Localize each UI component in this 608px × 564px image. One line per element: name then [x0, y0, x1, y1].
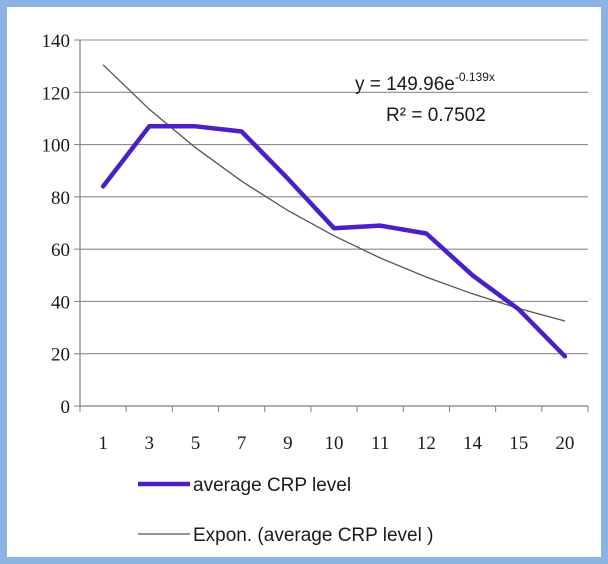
axes — [74, 39, 589, 412]
y-tick-label-100: 100 — [42, 136, 71, 157]
trendline-r-squared: R² = 0.7502 — [386, 105, 486, 126]
trendline-expon — [102, 64, 566, 322]
x-tick-label-10: 10 — [325, 433, 344, 454]
legend-label-average-crp: average CRP level — [193, 475, 351, 496]
y-tick-label-80: 80 — [51, 188, 70, 209]
y-tick-label-60: 60 — [51, 240, 70, 261]
x-tick-label-11: 11 — [371, 433, 389, 454]
y-tick-label-120: 120 — [42, 83, 71, 104]
x-tick-label-12: 12 — [417, 433, 436, 454]
legend-label-expon-trendline: Expon. (average CRP level ) — [193, 525, 433, 546]
y-tick-label-0: 0 — [61, 397, 71, 418]
y-axis-tick-labels: 0 20 40 60 80 100 120 140 — [42, 31, 71, 418]
x-tick-label-14: 14 — [463, 433, 483, 454]
x-tick-label-3: 3 — [145, 433, 155, 454]
x-tick-label-20: 20 — [555, 433, 574, 454]
y-tick-label-140: 140 — [42, 31, 71, 52]
x-tick-label-1: 1 — [98, 433, 108, 454]
trendline-equation: y = 149.96e-0.139x — [355, 70, 495, 95]
x-tick-label-9: 9 — [283, 433, 293, 454]
x-tick-label-5: 5 — [191, 433, 201, 454]
series-lines — [100, 64, 568, 359]
gridlines — [80, 39, 588, 355]
x-tick-label-7: 7 — [237, 433, 247, 454]
x-tick-label-15: 15 — [509, 433, 528, 454]
chart-area-background — [7, 7, 601, 557]
y-tick-label-20: 20 — [51, 345, 70, 366]
y-tick-label-40: 40 — [51, 292, 70, 313]
x-axis-tick-labels: 1 3 5 7 9 10 11 12 14 15 20 — [98, 433, 574, 454]
